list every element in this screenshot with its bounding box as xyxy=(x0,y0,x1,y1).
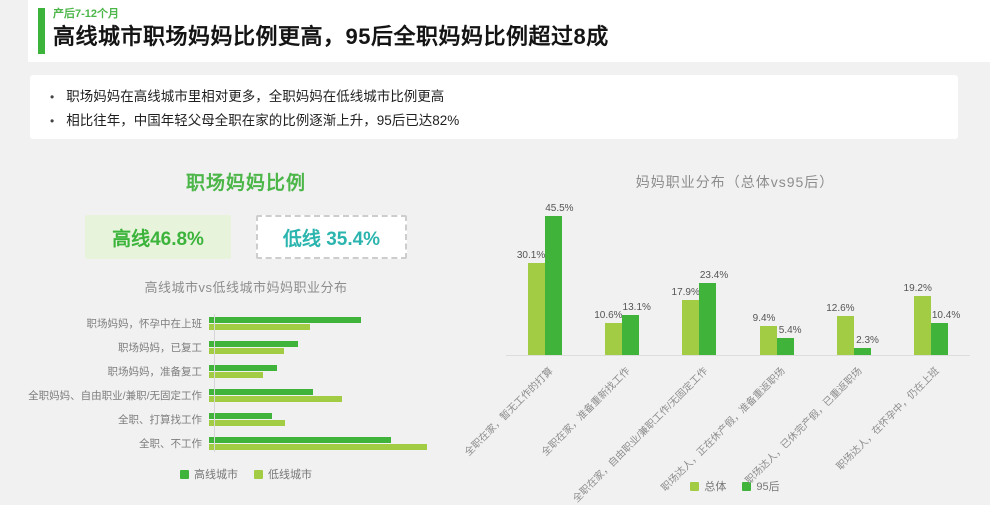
bar-value-label: 23.4% xyxy=(699,270,729,282)
hbar-series-0 xyxy=(209,412,272,419)
legend-overall: 总体 xyxy=(690,478,726,494)
left-chart-category-label: 职场妈妈，已复工 xyxy=(118,341,202,354)
left-chart-category-label: 全职、打算找工作 xyxy=(118,413,202,426)
vbar-series-0: 10.6% xyxy=(594,310,623,355)
left-chart-row: 全职、打算找工作 xyxy=(62,412,430,426)
vbar-series-1: 2.3% xyxy=(853,335,879,355)
hbar-series-1 xyxy=(209,347,285,354)
summary-bullet-2-text: 相比往年，中国年轻父母全职在家的比例逐渐上升，95后已达82% xyxy=(66,113,460,128)
vbar-series-0: 9.4% xyxy=(753,313,777,355)
overall-swatch-icon xyxy=(690,481,700,491)
bar-value-label: 2.3% xyxy=(856,334,879,346)
left-chart-category-label: 职场妈妈，怀孕中在上班 xyxy=(86,317,203,330)
left-chart-category-label: 全职、不工作 xyxy=(139,437,202,450)
legend-post95: 95后 xyxy=(742,478,780,494)
highline-swatch-icon xyxy=(180,469,189,479)
right-panel: 妈妈职业分布（总体vs95后） 30.1% 45.5% 全职在家，暂无工作的打算 10… xyxy=(463,172,978,505)
right-chart-group: 30.1% 45.5% 全职在家，暂无工作的打算 xyxy=(463,202,583,459)
working-mom-ratio-title: 职场妈妈比例 xyxy=(185,173,306,194)
right-chart-title: 妈妈职业分布（总体vs95后） xyxy=(635,174,835,190)
hbar-series-1 xyxy=(209,395,342,402)
bar-value-label: 30.1% xyxy=(516,249,546,261)
bullet-dot-icon: • xyxy=(50,90,55,104)
right-chart-group: 9.4% 5.4% 职场达人，正在休产假，准备重返职场 xyxy=(659,202,815,494)
vbar-series-1: 13.1% xyxy=(621,302,651,355)
vbar-series-0: 12.6% xyxy=(826,303,855,355)
left-chart-category-label: 全职妈妈、自由职业/兼职/无固定工作 xyxy=(28,389,202,402)
vbar-series-1: 23.4% xyxy=(699,270,728,355)
occupation-distribution-chart: 30.1% 45.5% 全职在家，暂无工作的打算 10.6% 13.1% 全职在家，准备重… xyxy=(463,202,970,505)
legend-post95-label: 95后 xyxy=(756,481,780,493)
legend-highline: 高线城市 xyxy=(180,466,238,482)
hbar-series-1 xyxy=(209,443,427,450)
right-chart-legend: 总体 95后 xyxy=(492,478,978,494)
left-chart-category-label: 职场妈妈，准备复工 xyxy=(107,365,203,378)
lowline-stat-box: 低线 35.4% xyxy=(256,215,407,259)
page-title: 高线城市职场妈妈比例更高，95后全职妈妈比例超过8成 xyxy=(53,24,609,49)
bar-value-label: 13.1% xyxy=(622,301,651,313)
left-chart-row: 职场妈妈，怀孕中在上班 xyxy=(62,316,430,330)
left-chart-title: 高线城市vs低线城市妈妈职业分布 xyxy=(144,280,348,295)
left-chart-legend: 高线城市 低线城市 xyxy=(62,466,430,482)
legend-highline-label: 高线城市 xyxy=(194,469,238,481)
bar-value-label: 10.4% xyxy=(931,310,961,322)
vbar-series-1: 10.4% xyxy=(931,310,960,355)
summary-bullet-1-text: 职场妈妈在高线城市里相对更多，全职妈妈在低线城市比例更高 xyxy=(66,89,445,104)
bar-value-label: 45.5% xyxy=(545,202,574,214)
bar-value-label: 19.2% xyxy=(903,283,932,295)
vbar-series-0: 17.9% xyxy=(672,287,700,355)
left-chart-row: 职场妈妈，已复工 xyxy=(62,340,430,354)
hbar-series-0 xyxy=(209,364,277,371)
left-chart-row: 全职妈妈、自由职业/兼职/无固定工作 xyxy=(28,388,430,402)
hbar-series-0 xyxy=(209,436,392,443)
bullet-dot-icon: • xyxy=(50,114,55,128)
period-tag: 产后7-12个月 xyxy=(53,8,120,20)
hbar-series-1 xyxy=(209,419,286,426)
right-chart-group: 19.2% 10.4% 职场达人，在怀孕中，仍在上班 xyxy=(835,202,970,472)
hbar-series-0 xyxy=(209,388,314,395)
right-chart-category-label: 职场达人，正在休产假，准备重返职场 xyxy=(659,365,788,494)
hbar-series-0 xyxy=(209,340,298,347)
legend-lowline-label: 低线城市 xyxy=(268,469,312,481)
right-chart-group: 12.6% 2.3% 职场达人，已休完产假，已重返职场 xyxy=(744,202,892,486)
hbar-series-1 xyxy=(209,371,263,378)
legend-overall-label: 总体 xyxy=(704,481,727,493)
bar-value-label: 9.4% xyxy=(752,313,776,325)
bar-value-label: 10.6% xyxy=(594,309,623,321)
hbar-series-1 xyxy=(209,323,311,330)
left-chart-row: 职场妈妈，准备复工 xyxy=(62,364,430,378)
highline-vs-lowline-chart: 职场妈妈，怀孕中在上班职场妈妈，已复工职场妈妈，准备复工全职妈妈、自由职业/兼职… xyxy=(28,314,430,452)
accent-bar xyxy=(38,8,45,54)
lowline-swatch-icon xyxy=(254,469,263,479)
hbar-series-0 xyxy=(209,316,361,323)
vbar-series-1: 45.5% xyxy=(544,203,574,355)
left-chart-row: 全职、不工作 xyxy=(62,436,430,450)
summary-bullet-1: • 职场妈妈在高线城市里相对更多，全职妈妈在低线城市比例更高 xyxy=(50,85,938,109)
legend-lowline: 低线城市 xyxy=(254,466,312,482)
bar-value-label: 17.9% xyxy=(671,287,700,299)
post95-swatch-icon xyxy=(742,481,752,491)
vbar-series-0: 30.1% xyxy=(517,250,545,355)
vbar-series-0: 19.2% xyxy=(904,283,932,355)
summary-card: • 职场妈妈在高线城市里相对更多，全职妈妈在低线城市比例更高 • 相比往年，中国… xyxy=(30,75,958,139)
highline-stat-box: 高线46.8% xyxy=(85,215,231,259)
vbar-series-1: 5.4% xyxy=(776,325,802,355)
right-chart-group: 10.6% 13.1% 全职在家，准备重新找工作 xyxy=(540,202,660,459)
summary-bullet-2: • 相比往年，中国年轻父母全职在家的比例逐渐上升，95后已达82% xyxy=(50,109,938,133)
right-chart-group: 17.9% 23.4% 全职在家，自由职业/兼职工作/无固定工作 xyxy=(571,202,738,504)
header: 产后7-12个月 高线城市职场妈妈比例更高，95后全职妈妈比例超过8成 xyxy=(28,0,990,62)
bar-value-label: 5.4% xyxy=(778,325,802,337)
bar-value-label: 12.6% xyxy=(826,303,855,315)
stat-boxes: 高线46.8% 低线 35.4% xyxy=(62,215,430,259)
left-panel: 职场妈妈比例 高线46.8% 低线 35.4% 高线城市vs低线城市妈妈职业分布… xyxy=(28,168,430,482)
